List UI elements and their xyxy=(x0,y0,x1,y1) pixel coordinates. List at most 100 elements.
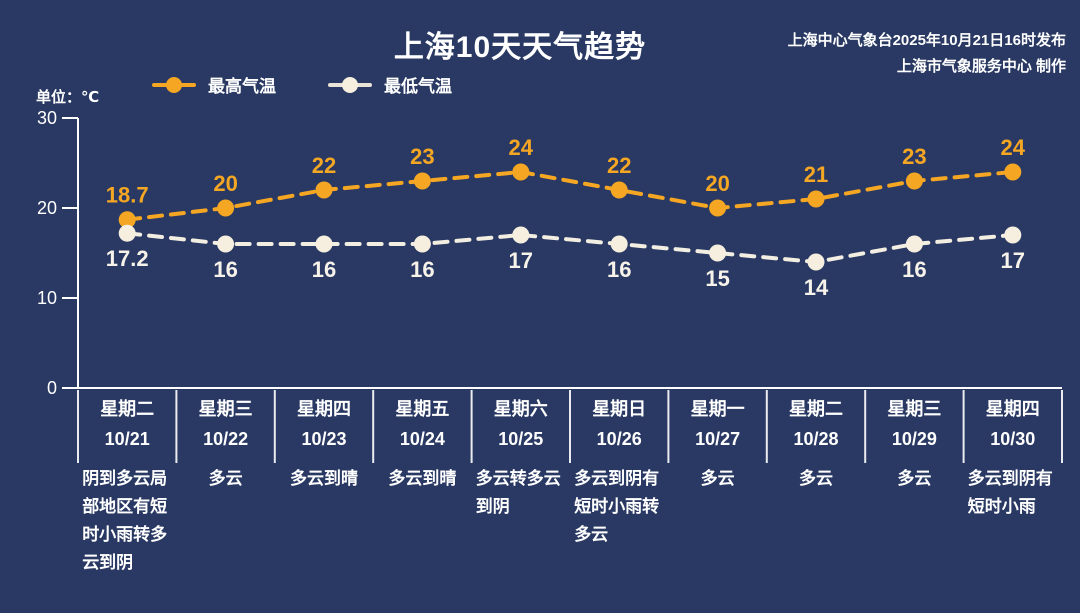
legend-item-min-temp: 最低气温 xyxy=(328,72,452,97)
day-column: 星期四 10/23 多云到晴 xyxy=(275,396,373,493)
weather-description: 多云 xyxy=(865,465,963,493)
weather-description-text: 多云到晴 xyxy=(388,469,457,488)
max-temp-value-label: 20 xyxy=(213,171,237,196)
day-column: 星期四 10/30 多云到阴有短时小雨 xyxy=(964,396,1062,521)
weekday-label: 星期二 xyxy=(788,399,843,419)
date-label: 10/26 xyxy=(596,429,642,449)
unit-label: 单位：℃ xyxy=(36,89,100,106)
weekday-label: 星期五 xyxy=(395,399,450,419)
max-temp-line xyxy=(125,169,1015,222)
max-temp-value-label: 20 xyxy=(705,171,729,196)
date-label: 10/21 xyxy=(104,429,150,449)
weather-description-text: 多云 xyxy=(897,469,932,488)
min-temp-value-label: 16 xyxy=(312,257,336,282)
weather-description-text: 多云到晴 xyxy=(289,469,358,488)
date-label: 10/22 xyxy=(203,429,249,449)
max-temp-value-label: 18.7 xyxy=(106,183,149,208)
day-column: 星期二 10/28 多云 xyxy=(767,396,865,493)
max-temp-value-label: 24 xyxy=(509,135,534,160)
min-temp-point xyxy=(217,235,235,253)
max-temp-point xyxy=(1004,163,1022,181)
weekday-label: 星期三 xyxy=(198,399,253,419)
weekday-label: 星期四 xyxy=(296,399,351,419)
weather-description: 多云到阴有短时小雨转多云 xyxy=(570,465,668,549)
page-title: 上海10天天气趋势 xyxy=(393,31,647,64)
weekday-label: 星期三 xyxy=(887,399,942,419)
weather-description-text: 多云转多云到阴 xyxy=(475,469,561,516)
max-temp-value-label: 23 xyxy=(410,144,434,169)
min-temp-value-label: 17 xyxy=(1001,248,1025,273)
date-label: 10/28 xyxy=(793,429,839,449)
y-tick-label: 20 xyxy=(37,198,57,218)
max-temp-point xyxy=(905,172,923,190)
weather-description: 多云 xyxy=(767,465,865,493)
y-tick-label: 30 xyxy=(37,108,57,128)
date-label: 10/29 xyxy=(891,429,937,449)
legend-item-max-temp: 最高气温 xyxy=(152,72,276,97)
day-column: 星期日 10/26 多云到阴有短时小雨转多云 xyxy=(570,396,668,549)
max-temp-value-label: 21 xyxy=(804,162,828,187)
date-label: 10/23 xyxy=(301,429,347,449)
weather-description: 多云转多云到阴 xyxy=(472,465,570,521)
chart-legend: 最高气温 最低气温 xyxy=(152,72,452,97)
max-temp-value-label: 22 xyxy=(312,153,336,178)
min-temp-point xyxy=(1004,226,1022,244)
min-temp-value-label: 14 xyxy=(804,275,829,300)
source-line-2: 上海市气象服务中心 制作 xyxy=(896,57,1066,75)
date-label: 10/30 xyxy=(990,429,1036,449)
min-temp-value-label: 16 xyxy=(410,257,434,282)
min-temp-value-label: 16 xyxy=(902,257,926,282)
min-temp-value-label: 17 xyxy=(509,248,533,273)
max-temp-point xyxy=(118,211,136,229)
max-temp-point xyxy=(709,199,727,217)
min-temp-point xyxy=(905,235,923,253)
min-temp-point xyxy=(610,235,628,253)
day-column: 星期三 10/29 多云 xyxy=(865,396,963,493)
min-temp-point xyxy=(118,224,136,242)
weekday-label: 星期日 xyxy=(592,399,647,419)
min-temp-value-label: 16 xyxy=(607,257,631,282)
min-temp-value-label: 16 xyxy=(213,257,237,282)
date-label: 10/27 xyxy=(695,429,741,449)
weekday-label: 星期四 xyxy=(985,399,1040,419)
day-column: 星期一 10/27 多云 xyxy=(668,396,766,493)
weather-description: 多云 xyxy=(668,465,766,493)
min-temp-value-label: 15 xyxy=(705,266,729,291)
source-line-1: 上海中心气象台2025年10月21日16时发布 xyxy=(787,32,1066,49)
day-column: 星期三 10/22 多云 xyxy=(176,396,274,493)
max-temp-point xyxy=(512,163,530,181)
weather-description-text: 多云 xyxy=(208,469,243,488)
weather-description-text: 多云 xyxy=(700,469,735,488)
weather-description: 多云到晴 xyxy=(275,465,373,493)
weather-description: 多云到阴有短时小雨 xyxy=(964,465,1062,521)
max-temp-line-marker-icon xyxy=(152,76,196,93)
max-temp-value-label: 23 xyxy=(902,144,926,169)
max-temp-point xyxy=(413,172,431,190)
min-temp-point xyxy=(315,235,333,253)
min-temp-line xyxy=(125,231,1015,265)
max-temp-point xyxy=(610,181,628,199)
min-temp-point xyxy=(807,253,825,271)
max-temp-value-label: 22 xyxy=(607,153,631,178)
max-temp-point xyxy=(807,190,825,208)
day-column: 星期六 10/25 多云转多云到阴 xyxy=(472,396,570,521)
y-tick-label: 0 xyxy=(47,378,57,398)
weather-description-text: 多云 xyxy=(798,469,833,488)
day-column: 星期五 10/24 多云到晴 xyxy=(373,396,471,493)
min-temp-point xyxy=(512,226,530,244)
day-column: 星期二 10/21 阴到多云局部地区有短时小雨转多云到阴 xyxy=(78,396,176,577)
weekday-label: 星期二 xyxy=(100,399,155,419)
weather-description-text: 多云到阴有短时小雨转多云 xyxy=(574,469,660,544)
max-temp-point xyxy=(315,181,333,199)
date-label: 10/24 xyxy=(399,429,445,449)
y-tick-label: 10 xyxy=(37,288,57,308)
weather-description-text: 多云到阴有短时小雨 xyxy=(967,469,1053,516)
min-temp-line-marker-icon xyxy=(328,76,372,93)
weekday-label: 星期六 xyxy=(493,399,548,419)
weather-description: 多云到晴 xyxy=(373,465,471,493)
weekday-label: 星期一 xyxy=(690,399,745,419)
source-info: 上海中心气象台2025年10月21日16时发布 上海市气象服务中心 制作 xyxy=(788,28,1066,79)
